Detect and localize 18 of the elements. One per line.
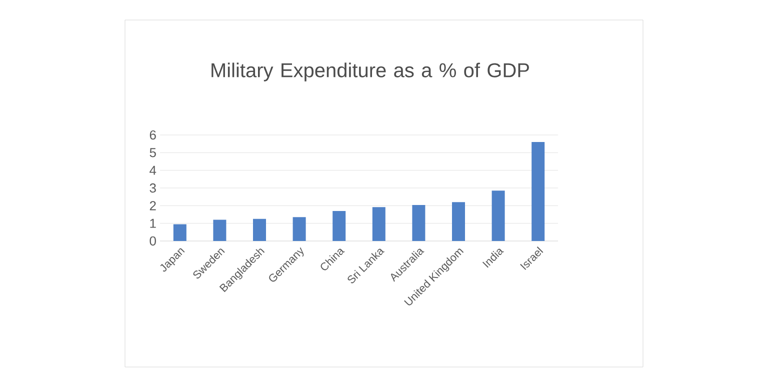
bar (452, 202, 465, 241)
bar (412, 204, 426, 241)
bar (372, 207, 386, 241)
bar (213, 220, 226, 241)
bar (253, 218, 266, 241)
y-tick-label: 0 (150, 236, 156, 246)
y-tick-label: 2 (150, 201, 156, 210)
bar (173, 224, 186, 241)
y-tick-label: 5 (150, 148, 156, 158)
y-tick-label: 3 (150, 183, 156, 193)
y-tick-label: 4 (150, 166, 156, 175)
bar (292, 217, 306, 241)
y-tick-label: 6 (150, 130, 156, 140)
bar (532, 142, 545, 241)
y-tick-label: 1 (150, 218, 156, 228)
bar (492, 190, 505, 241)
bar (332, 210, 346, 241)
chart-title: Military Expenditure as a % of GDP (212, 62, 529, 82)
